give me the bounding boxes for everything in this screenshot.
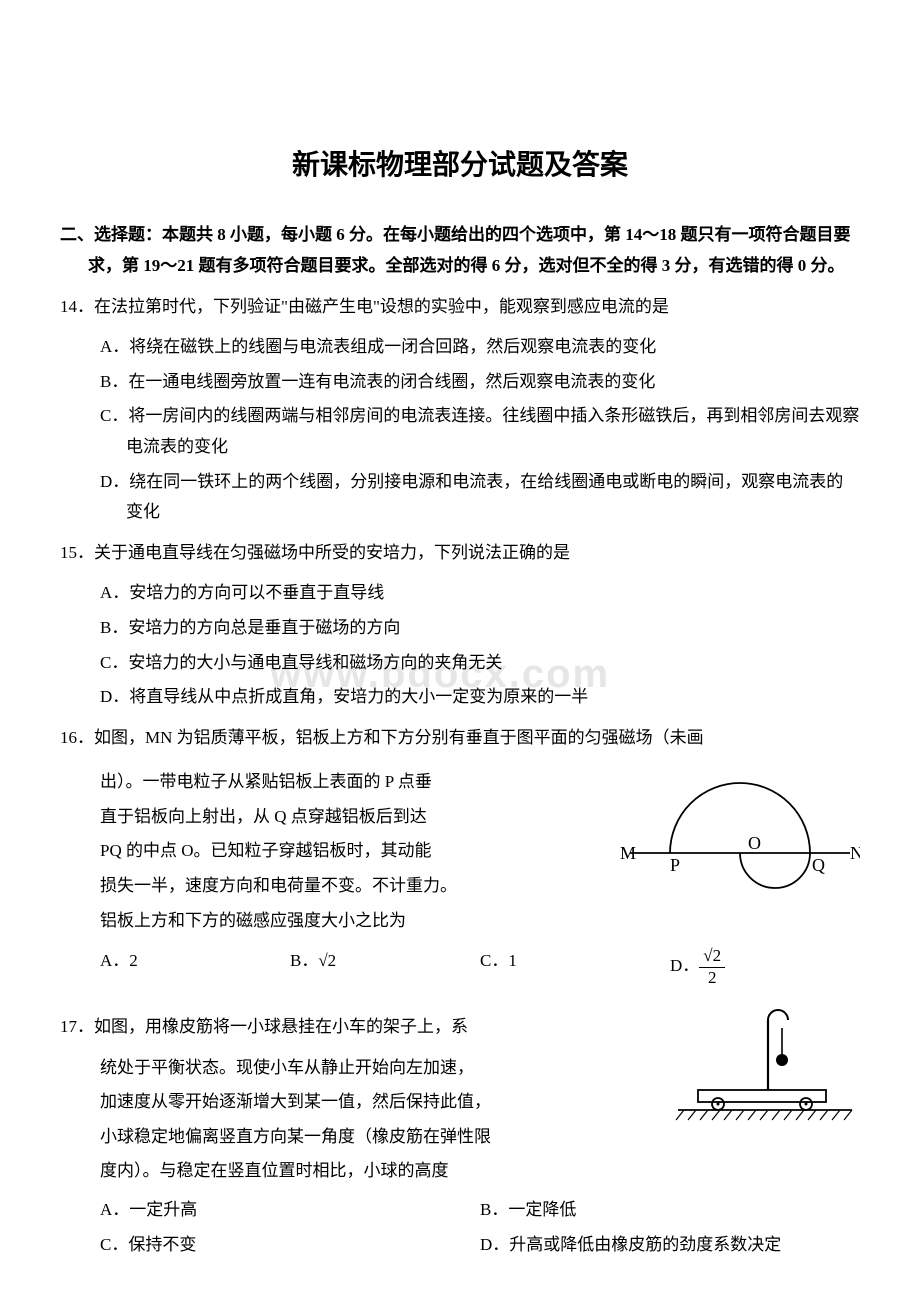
q16-figure: M N P Q O [620,763,860,903]
q16-text-4: PQ 的中点 O。已知粒子穿越铝板时，其动能 [60,836,610,867]
q15-option-a: A．安培力的方向可以不垂直于直导线 [60,578,860,609]
q16-label-q: Q [812,855,825,875]
q14-text: 在法拉第时代，下列验证"由磁产生电"设想的实验中，能观察到感应电流的是 [94,297,669,316]
q17-option-b: B．一定降低 [480,1195,860,1226]
q15-option-c: C．安培力的大小与通电直导线和磁场方向的夹角无关 [60,648,860,679]
q14-option-d: D．绕在同一铁环上的两个线圈，分别接电源和电流表，在给线圈通电或断电的瞬间，观察… [60,467,860,528]
q16-label-o: O [748,833,761,853]
q14-option-a: A．将绕在磁铁上的线圈与电流表组成一闭合回路，然后观察电流表的变化 [60,332,860,363]
q16-text-2: 出）。一带电粒子从紧贴铝板上表面的 P 点垂 [60,767,610,798]
q16-option-a: A．2 [100,946,290,988]
q15-number: 15． [60,543,94,562]
q17-text-5: 度内）。与稳定在竖直位置时相比，小球的高度 [60,1156,660,1187]
q17-option-a: A．一定升高 [100,1195,480,1226]
q17-text-3: 加速度从零开始逐渐增大到某一值，然后保持此值， [60,1087,660,1118]
q16-text-5: 损失一半，速度方向和电荷量不变。不计重力。 [60,871,610,902]
q16-text-1: 如图，MN 为铝质薄平板，铝板上方和下方分别有垂直于图平面的匀强磁场（未画 [94,728,704,747]
q14-option-c: C．将一房间内的线圈两端与相邻房间的电流表连接。往线圈中插入条形磁铁后，再到相邻… [60,401,860,462]
q17-number: 17． [60,1017,94,1036]
q17-stem-line1: 17．如图，用橡皮筋将一小球悬挂在小车的架子上，系 [60,1012,660,1043]
q17-text-2: 统处于平衡状态。现使小车从静止开始向左加速， [60,1053,660,1084]
q14-option-b: B．在一通电线圈旁放置一连有电流表的闭合线圈，然后观察电流表的变化 [60,367,860,398]
q16-number: 16． [60,728,94,747]
q16-stem-line1: 16．如图，MN 为铝质薄平板，铝板上方和下方分别有垂直于图平面的匀强磁场（未画 [60,723,860,754]
q15-text: 关于通电直导线在匀强磁场中所受的安培力，下列说法正确的是 [94,543,570,562]
q16-option-d: D．√22 [670,946,860,988]
q17-option-d: D．升高或降低由橡皮筋的劲度系数决定 [480,1230,860,1261]
q17-figure [670,1002,860,1132]
q16-label-n: N [850,843,860,863]
section-prefix: 二、 [60,225,94,244]
q17-text-1: 如图，用橡皮筋将一小球悬挂在小车的架子上，系 [94,1017,468,1036]
page-title: 新课标物理部分试题及答案 [60,140,860,190]
q17-option-c: C．保持不变 [100,1230,480,1261]
q14-stem: 14．在法拉第时代，下列验证"由磁产生电"设想的实验中，能观察到感应电流的是 [60,292,860,323]
section-header: 二、选择题：本题共 8 小题，每小题 6 分。在每小题给出的四个选项中，第 14… [60,220,860,281]
section-text: 选择题：本题共 8 小题，每小题 6 分。在每小题给出的四个选项中，第 14～1… [88,225,851,275]
q16-label-p: P [670,855,680,875]
q16-options: A．2 B．√2 C．1 D．√22 [60,946,860,988]
q17-text-4: 小球稳定地偏离竖直方向某一角度（橡皮筋在弹性限 [60,1122,660,1153]
q16-text-6: 铝板上方和下方的磁感应强度大小之比为 [60,906,610,937]
q14-number: 14． [60,297,94,316]
q15-stem: 15．关于通电直导线在匀强磁场中所受的安培力，下列说法正确的是 [60,538,860,569]
q16-option-c: C．1 [480,946,670,988]
q16-option-b: B．√2 [290,946,480,988]
q16-label-m: M [620,843,636,863]
q16-text-3: 直于铝板向上射出，从 Q 点穿越铝板后到达 [60,802,610,833]
